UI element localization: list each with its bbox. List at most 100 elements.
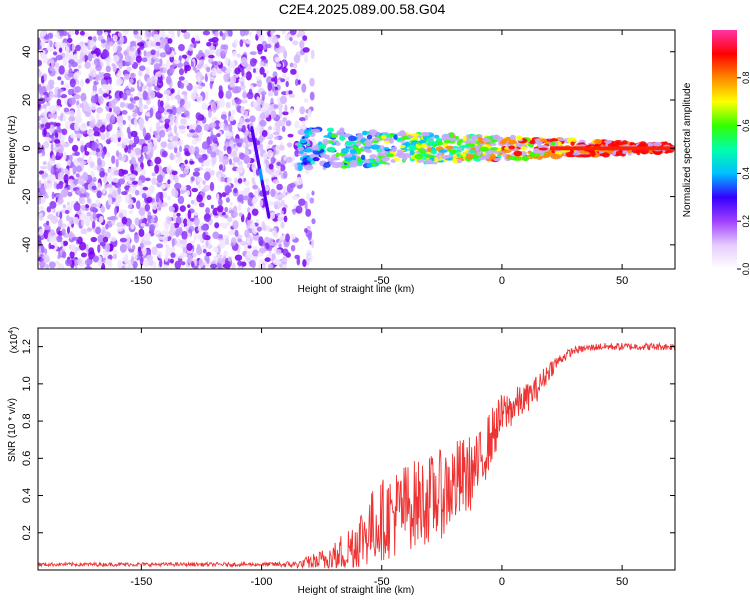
noise-blob	[68, 97, 77, 106]
signal-blob	[393, 157, 400, 161]
noise-blob	[96, 182, 101, 192]
noise-blob	[140, 223, 146, 227]
noise-blob	[102, 48, 108, 58]
signal-blob	[508, 156, 519, 161]
noise-blob	[84, 204, 90, 209]
noise-blob	[171, 238, 175, 247]
noise-blob	[128, 47, 135, 52]
noise-blob	[287, 133, 294, 138]
noise-blob	[202, 180, 206, 185]
noise-blob	[218, 99, 225, 108]
signal-blob	[458, 138, 464, 143]
noise-blob	[130, 130, 138, 138]
snr-plot-area	[38, 341, 675, 570]
signal-blob	[590, 151, 596, 157]
noise-blob	[169, 135, 174, 142]
noise-blob	[150, 161, 154, 167]
noise-blob	[275, 260, 282, 265]
signal-blob	[420, 132, 430, 137]
noise-blob	[201, 103, 209, 111]
noise-blob	[206, 258, 210, 264]
noise-blob	[80, 228, 88, 235]
noise-blob	[118, 122, 123, 130]
noise-blob	[252, 249, 259, 257]
y-tick-label: 20	[21, 94, 33, 106]
noise-blob	[222, 225, 227, 229]
noise-blob	[197, 85, 204, 90]
noise-blob	[264, 43, 272, 49]
noise-blob	[232, 220, 239, 230]
noise-blob	[47, 161, 51, 171]
noise-blob	[173, 60, 180, 64]
noise-blob	[116, 228, 123, 232]
noise-blob	[260, 91, 267, 96]
noise-blob	[219, 157, 223, 163]
y-tick-label: -40	[21, 237, 33, 253]
noise-blob	[129, 97, 134, 102]
signal-blob	[433, 134, 440, 139]
noise-blob	[268, 237, 274, 246]
noise-blob	[184, 159, 188, 165]
noise-blob	[165, 182, 171, 189]
noise-blob	[84, 259, 92, 266]
noise-blob	[133, 135, 140, 145]
noise-blob	[48, 105, 57, 115]
signal-blob	[448, 137, 456, 142]
noise-blob	[43, 181, 52, 190]
noise-blob	[167, 179, 171, 185]
noise-blob	[56, 125, 61, 132]
noise-blob	[251, 208, 259, 216]
snr-series-line	[38, 341, 675, 570]
signal-blob	[601, 152, 611, 158]
noise-blob	[183, 79, 189, 87]
y-tick-label: -20	[21, 189, 33, 205]
noise-blob	[157, 236, 165, 240]
signal-blob	[462, 152, 467, 158]
noise-blob	[122, 120, 126, 125]
signal-blob	[357, 132, 364, 139]
noise-blob	[115, 158, 119, 168]
signal-blob	[471, 135, 478, 141]
noise-blob	[249, 115, 256, 123]
noise-blob	[197, 76, 201, 83]
signal-blob	[477, 136, 482, 141]
noise-blob	[85, 78, 90, 84]
noise-blob	[107, 123, 113, 131]
noise-blob	[243, 135, 248, 143]
noise-blob	[306, 225, 311, 230]
noise-blob	[112, 34, 118, 42]
noise-blob	[99, 215, 104, 224]
noise-blob	[294, 149, 300, 157]
noise-blob	[221, 192, 227, 198]
noise-blob	[73, 94, 81, 100]
noise-blob	[162, 235, 168, 244]
noise-blob	[89, 161, 95, 167]
noise-blob	[43, 173, 49, 177]
noise-blob	[48, 113, 55, 119]
signal-blob	[349, 149, 357, 155]
noise-blob	[132, 180, 138, 185]
noise-blob	[224, 214, 229, 219]
noise-blob	[131, 156, 136, 163]
signal-blob	[396, 131, 407, 137]
noise-blob	[71, 144, 79, 152]
noise-blob	[164, 121, 170, 129]
noise-blob	[63, 142, 70, 148]
noise-blob	[208, 54, 215, 59]
noise-blob	[79, 193, 87, 198]
noise-blob	[178, 44, 185, 52]
noise-blob	[258, 259, 265, 269]
noise-blob	[258, 236, 264, 246]
snr-x-axis-label: Height of straight line (km)	[298, 585, 415, 596]
noise-blob	[211, 50, 215, 54]
noise-blob	[149, 224, 155, 232]
noise-blob	[233, 39, 239, 45]
noise-blob	[185, 184, 192, 191]
noise-blob	[88, 75, 93, 82]
noise-blob	[146, 82, 154, 88]
noise-blob	[252, 58, 258, 64]
noise-blob	[153, 230, 160, 235]
noise-blob	[228, 209, 235, 214]
noise-blob	[240, 99, 248, 104]
